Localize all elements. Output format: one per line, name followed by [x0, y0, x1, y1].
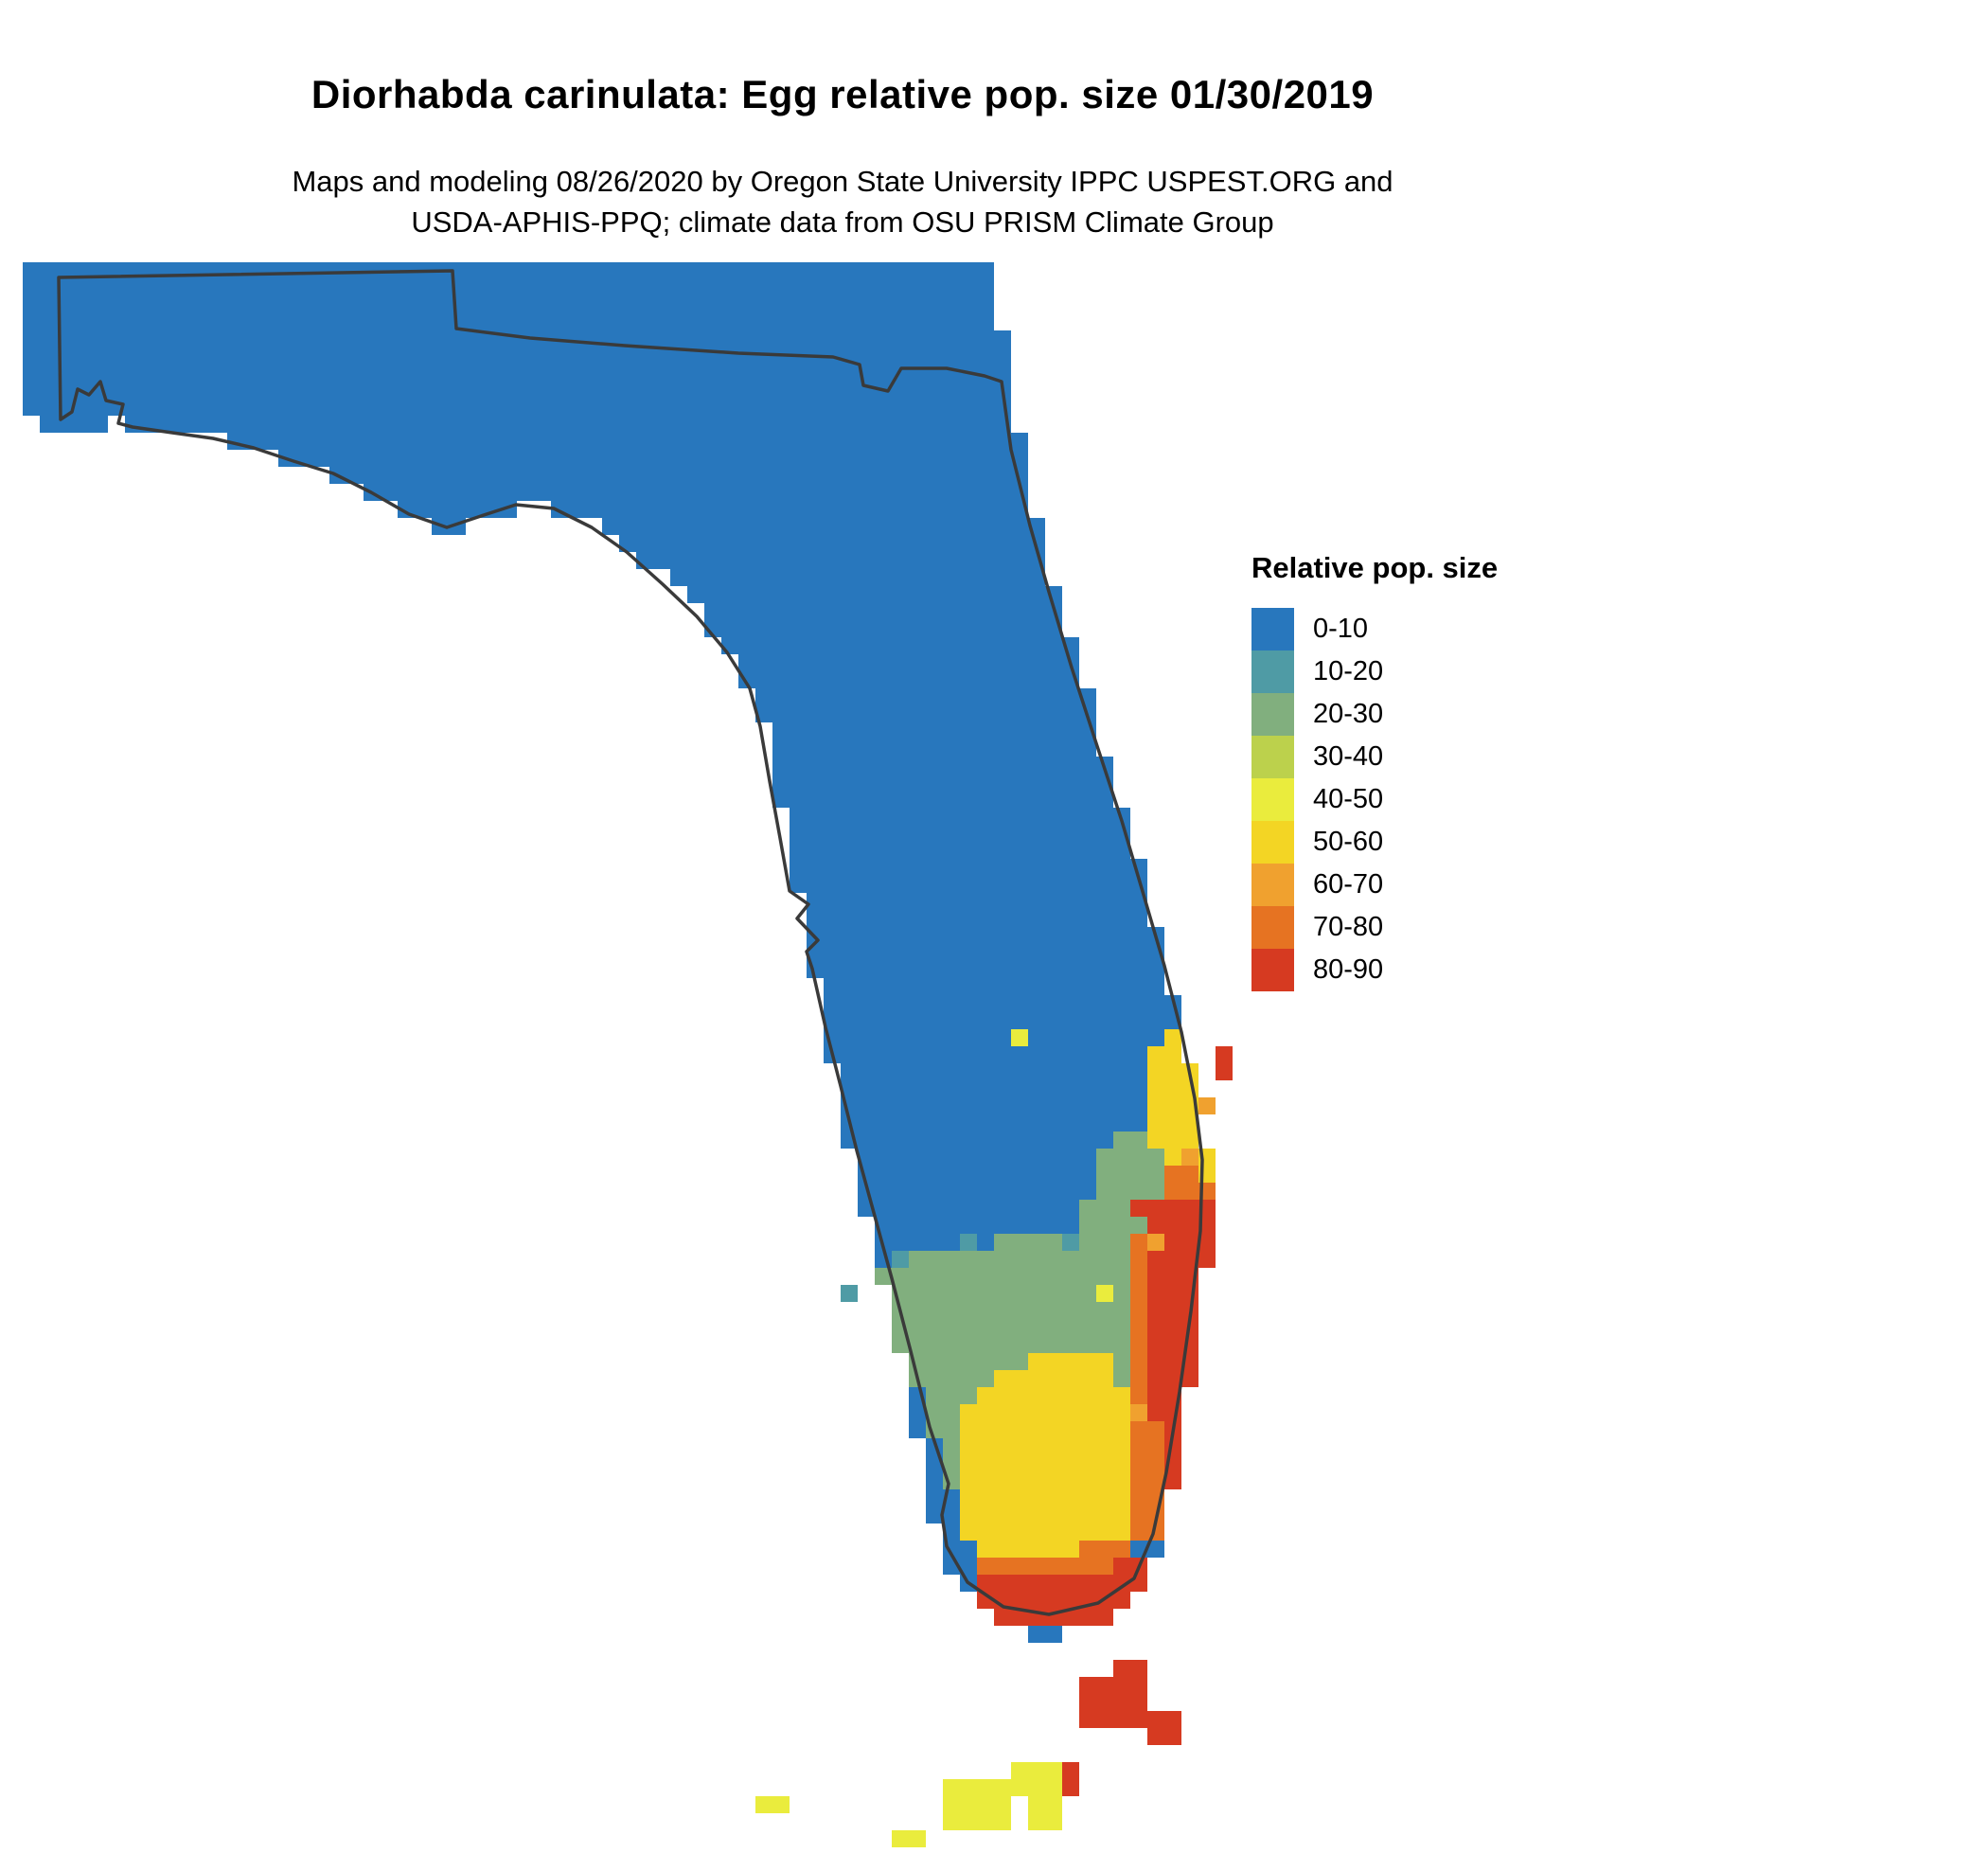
legend-item-40-50: 40-50 [1251, 778, 1498, 821]
legend-item-80-90: 80-90 [1251, 949, 1498, 991]
legend-item-60-70: 60-70 [1251, 864, 1498, 906]
legend-label: 10-20 [1313, 656, 1384, 686]
legend: Relative pop. size 0-10 10-20 20-30 30-40 40… [1251, 551, 1498, 991]
legend-swatch-50-60 [1251, 821, 1294, 864]
map-subtitle: Maps and modeling 08/26/2020 by Oregon S… [0, 161, 1685, 242]
state-outline [57, 269, 1204, 1616]
legend-label: 30-40 [1313, 741, 1384, 772]
legend-label: 50-60 [1313, 827, 1384, 857]
legend-swatch-30-40 [1251, 736, 1294, 778]
legend-swatch-80-90 [1251, 949, 1294, 991]
legend-label: 0-10 [1313, 614, 1369, 644]
legend-swatch-70-80 [1251, 906, 1294, 949]
legend-swatch-60-70 [1251, 864, 1294, 906]
legend-item-0-10: 0-10 [1251, 608, 1498, 650]
legend-item-50-60: 50-60 [1251, 821, 1498, 864]
legend-label: 20-30 [1313, 699, 1384, 729]
legend-swatch-20-30 [1251, 693, 1294, 736]
legend-rows: 0-10 10-20 20-30 30-40 40-50 50-60 60-70 70-80 8… [1251, 608, 1498, 991]
page-title: Diorhabda carinulata: Egg relative pop. … [311, 72, 1375, 116]
legend-swatch-40-50 [1251, 778, 1294, 821]
legend-item-30-40: 30-40 [1251, 736, 1498, 778]
legend-item-20-30: 20-30 [1251, 693, 1498, 736]
legend-item-10-20: 10-20 [1251, 650, 1498, 693]
legend-label: 80-90 [1313, 954, 1384, 985]
raster-cells [23, 262, 1233, 1847]
legend-label: 70-80 [1313, 912, 1384, 942]
legend-item-70-80: 70-80 [1251, 906, 1498, 949]
legend-label: 40-50 [1313, 784, 1384, 814]
legend-swatch-0-10 [1251, 608, 1294, 650]
legend-title: Relative pop. size [1251, 551, 1499, 584]
subtitle-line-1: Maps and modeling 08/26/2020 by Oregon S… [292, 165, 1393, 198]
legend-swatch-10-20 [1251, 650, 1294, 693]
legend-label: 60-70 [1313, 869, 1384, 900]
subtitle-line-2: USDA-APHIS-PPQ; climate data from OSU PR… [411, 205, 1274, 239]
